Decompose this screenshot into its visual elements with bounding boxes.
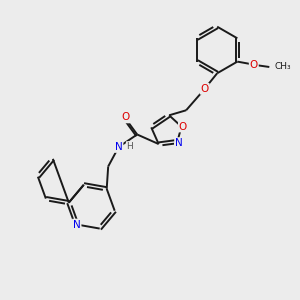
Text: N: N: [73, 220, 81, 230]
Text: O: O: [179, 122, 187, 132]
Text: N: N: [175, 138, 183, 148]
Text: O: O: [200, 84, 209, 94]
Text: CH₃: CH₃: [275, 62, 291, 71]
Text: O: O: [122, 112, 130, 122]
Text: O: O: [250, 60, 258, 70]
Text: N: N: [115, 142, 122, 152]
Text: H: H: [127, 142, 134, 151]
